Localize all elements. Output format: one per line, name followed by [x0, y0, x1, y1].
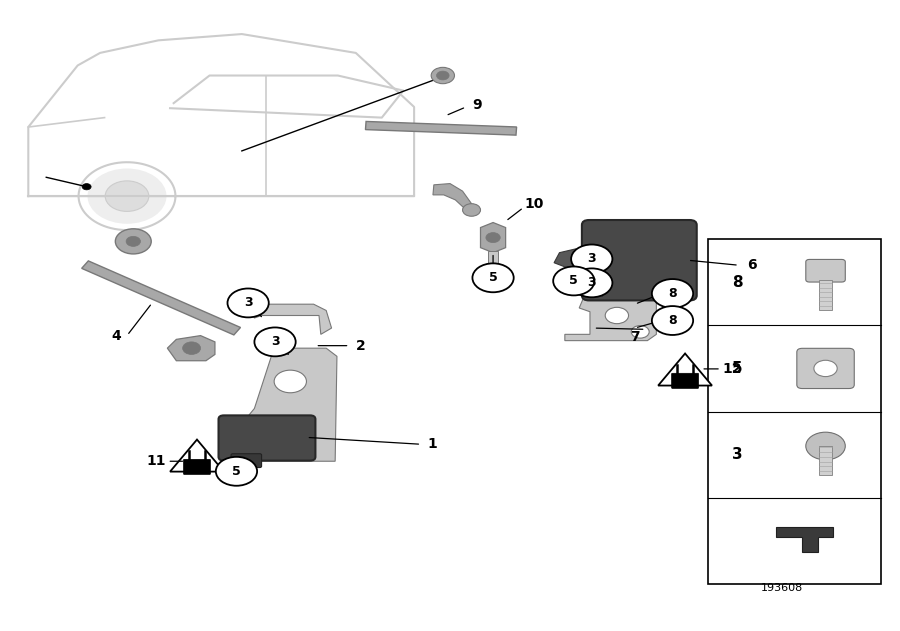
Text: 3: 3 [244, 297, 252, 309]
Circle shape [228, 288, 269, 317]
FancyBboxPatch shape [671, 374, 698, 388]
Circle shape [486, 276, 500, 286]
Circle shape [631, 326, 649, 338]
Polygon shape [433, 184, 472, 210]
Bar [488, 251, 499, 281]
Circle shape [652, 306, 693, 335]
Bar [819, 280, 832, 310]
Circle shape [255, 419, 278, 435]
Text: 3: 3 [732, 447, 742, 463]
Circle shape [436, 71, 449, 80]
Circle shape [572, 244, 612, 273]
FancyBboxPatch shape [184, 459, 211, 475]
Circle shape [82, 184, 91, 190]
Polygon shape [365, 121, 517, 135]
FancyBboxPatch shape [582, 220, 697, 300]
Polygon shape [776, 528, 832, 553]
Text: 5: 5 [489, 271, 498, 285]
Polygon shape [170, 440, 224, 471]
Circle shape [463, 204, 481, 216]
Circle shape [216, 457, 257, 486]
Bar [708, 239, 881, 584]
Circle shape [554, 266, 595, 295]
FancyBboxPatch shape [231, 454, 262, 468]
FancyBboxPatch shape [219, 415, 315, 461]
Polygon shape [228, 348, 337, 461]
Text: 3: 3 [588, 276, 596, 290]
Text: 8: 8 [668, 314, 677, 327]
Text: 2: 2 [356, 339, 365, 353]
Circle shape [87, 168, 166, 224]
Text: 9: 9 [472, 98, 482, 112]
Text: 5: 5 [732, 361, 742, 376]
Text: 3: 3 [588, 252, 596, 266]
Text: 10: 10 [525, 197, 544, 211]
Circle shape [183, 342, 201, 355]
FancyBboxPatch shape [806, 259, 845, 282]
Polygon shape [658, 353, 712, 386]
Circle shape [472, 263, 514, 292]
Text: 193608: 193608 [760, 583, 803, 593]
Circle shape [652, 279, 693, 308]
Circle shape [255, 327, 296, 357]
Text: 7: 7 [630, 331, 640, 345]
Polygon shape [251, 304, 331, 334]
Text: 11: 11 [146, 454, 166, 468]
Text: 3: 3 [271, 336, 279, 348]
Text: 12: 12 [723, 362, 742, 376]
Text: 4: 4 [112, 329, 122, 343]
Circle shape [115, 229, 151, 254]
Circle shape [486, 233, 500, 243]
Circle shape [105, 181, 148, 211]
Circle shape [806, 432, 845, 460]
Text: 6: 6 [747, 258, 756, 272]
Text: 5: 5 [570, 274, 578, 288]
Circle shape [431, 68, 454, 84]
Bar [819, 446, 832, 475]
Polygon shape [167, 336, 215, 361]
Text: 1: 1 [428, 437, 436, 451]
Text: 8: 8 [668, 287, 677, 300]
Polygon shape [565, 289, 656, 341]
FancyBboxPatch shape [796, 348, 854, 389]
Circle shape [274, 370, 306, 392]
Circle shape [814, 360, 837, 377]
Polygon shape [481, 223, 506, 252]
Circle shape [572, 268, 612, 297]
Polygon shape [554, 249, 591, 271]
Circle shape [126, 237, 140, 246]
Text: 8: 8 [732, 274, 742, 290]
Circle shape [605, 307, 628, 324]
Polygon shape [82, 261, 240, 335]
Text: 5: 5 [232, 465, 241, 478]
